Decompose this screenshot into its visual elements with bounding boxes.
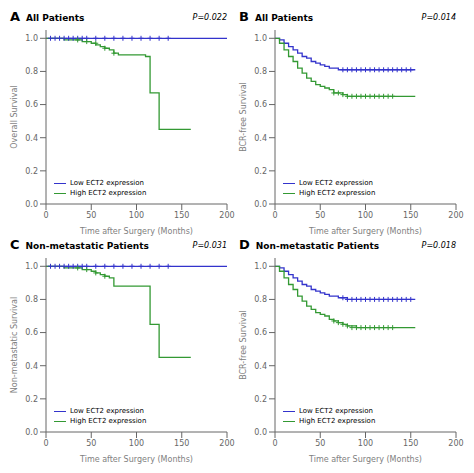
html-text:High ECT2 expression: High ECT2 expression [70, 417, 147, 425]
svg-text:0.6: 0.6 [25, 100, 38, 109]
html-text:High ECT2 expression: High ECT2 expression [299, 417, 376, 425]
html-text:D Non-metastatic Patients: D Non-metastatic Patients [239, 237, 380, 252]
svg-text:0.8: 0.8 [254, 295, 267, 304]
svg-text:Time after Surgery (Months): Time after Surgery (Months) [79, 227, 193, 236]
html-text:C Non-metastatic Patients: C Non-metastatic Patients [10, 237, 149, 252]
svg-text:BCR-free Survival: BCR-free Survival [239, 82, 248, 152]
svg-text:50: 50 [315, 211, 325, 220]
svg-text:0.8: 0.8 [25, 67, 38, 76]
html-text:High ECT2 expression: High ECT2 expression [70, 189, 147, 197]
svg-text:0.6: 0.6 [254, 328, 267, 337]
svg-text:100: 100 [129, 439, 144, 448]
svg-text:150: 150 [174, 439, 189, 448]
svg-text:50: 50 [86, 211, 96, 220]
svg-text:0.8: 0.8 [254, 67, 267, 76]
html-text:A All Patients: A All Patients [10, 9, 85, 24]
svg-text:200: 200 [448, 439, 463, 448]
svg-text:200: 200 [219, 211, 234, 220]
html-text:Low ECT2 expression: Low ECT2 expression [70, 179, 144, 187]
svg-text:1.0: 1.0 [254, 34, 267, 43]
svg-text:150: 150 [403, 439, 418, 448]
html-text:P=0.018: P=0.018 [421, 241, 456, 250]
svg-text:150: 150 [403, 211, 418, 220]
svg-text:0.4: 0.4 [254, 362, 267, 371]
svg-text:50: 50 [315, 439, 325, 448]
svg-text:100: 100 [358, 211, 373, 220]
html-text:Low ECT2 expression: Low ECT2 expression [299, 407, 373, 415]
svg-text:0: 0 [272, 211, 277, 220]
svg-text:0.4: 0.4 [25, 362, 38, 371]
svg-text:Time after Surgery (Months): Time after Surgery (Months) [79, 455, 193, 464]
svg-text:0.0: 0.0 [25, 200, 38, 209]
svg-text:0.2: 0.2 [254, 167, 267, 176]
svg-text:100: 100 [358, 439, 373, 448]
svg-text:200: 200 [219, 439, 234, 448]
svg-text:1.0: 1.0 [25, 34, 38, 43]
svg-text:0.2: 0.2 [254, 395, 267, 404]
svg-text:0: 0 [43, 211, 48, 220]
svg-text:0.0: 0.0 [254, 200, 267, 209]
html-text:P=0.014: P=0.014 [421, 13, 456, 22]
html-text:B All Patients: B All Patients [239, 9, 314, 24]
svg-text:50: 50 [86, 439, 96, 448]
svg-text:Time after Surgery (Months): Time after Surgery (Months) [308, 455, 422, 464]
svg-text:Overall Survival: Overall Survival [10, 85, 19, 148]
svg-text:0.4: 0.4 [25, 134, 38, 143]
svg-text:0.8: 0.8 [25, 295, 38, 304]
svg-text:0.0: 0.0 [25, 428, 38, 437]
svg-text:0.2: 0.2 [25, 167, 38, 176]
html-text:High ECT2 expression: High ECT2 expression [299, 189, 376, 197]
svg-text:1.0: 1.0 [254, 262, 267, 271]
html-text:Low ECT2 expression: Low ECT2 expression [70, 407, 144, 415]
html-text:P=0.022: P=0.022 [192, 13, 227, 22]
svg-text:0.4: 0.4 [254, 134, 267, 143]
svg-text:0.6: 0.6 [254, 100, 267, 109]
svg-text:100: 100 [129, 211, 144, 220]
svg-text:BCR-free Survival: BCR-free Survival [239, 310, 248, 380]
svg-text:200: 200 [448, 211, 463, 220]
svg-text:0.2: 0.2 [25, 395, 38, 404]
svg-text:0: 0 [272, 439, 277, 448]
svg-text:1.0: 1.0 [25, 262, 38, 271]
svg-text:150: 150 [174, 211, 189, 220]
svg-text:0.6: 0.6 [25, 328, 38, 337]
svg-text:Non-metastatic Survival: Non-metastatic Survival [10, 297, 19, 393]
svg-text:0: 0 [43, 439, 48, 448]
html-text:P=0.031: P=0.031 [192, 241, 227, 250]
html-text:Low ECT2 expression: Low ECT2 expression [299, 179, 373, 187]
svg-text:0.0: 0.0 [254, 428, 267, 437]
svg-text:Time after Surgery (Months): Time after Surgery (Months) [308, 227, 422, 236]
